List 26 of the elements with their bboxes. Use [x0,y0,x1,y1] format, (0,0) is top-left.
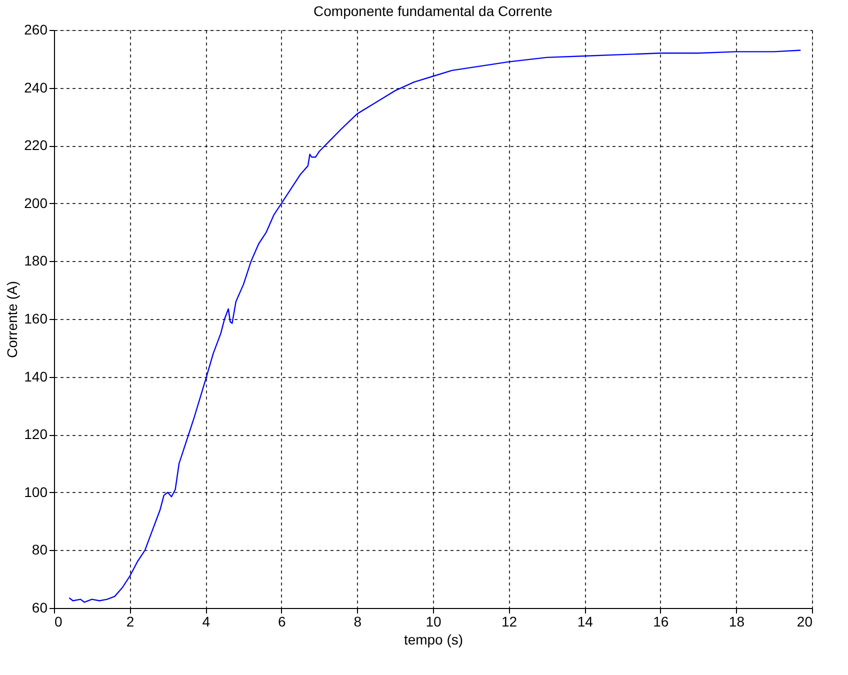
line-series [68,50,802,603]
chart-title: Componente fundamental da Corrente [314,3,553,19]
x-tick-label: 6 [278,614,286,630]
y-axis-title: Corrente (A) [4,280,20,358]
x-tick-label: 16 [653,614,669,630]
x-axis-title: tempo (s) [404,632,464,648]
x-tick-label: 10 [426,614,442,630]
x-tick-label: 14 [577,614,594,630]
y-tick-label: 200 [24,194,48,211]
y-tick-label: 220 [24,137,48,154]
x-tick-label: 18 [728,614,745,630]
y-tick-label: 60 [32,600,48,616]
y-tick-label: 260 [24,22,48,38]
y-tick-label: 100 [24,484,48,500]
y-tick-label: 80 [32,542,48,558]
x-tick-label: 20 [796,614,813,630]
y-tick-label: 140 [24,368,48,384]
y-tick-label: 180 [24,252,48,269]
x-tick-label: 4 [202,614,210,630]
x-tick-label: 2 [126,614,134,630]
x-tick-label: 8 [354,614,362,630]
x-tick-label: 12 [502,614,518,630]
x-tick-label: 0 [54,614,62,630]
y-tick-label: 120 [24,426,48,442]
y-tick-label: 240 [24,79,48,96]
y-tick-label: 160 [24,310,48,326]
